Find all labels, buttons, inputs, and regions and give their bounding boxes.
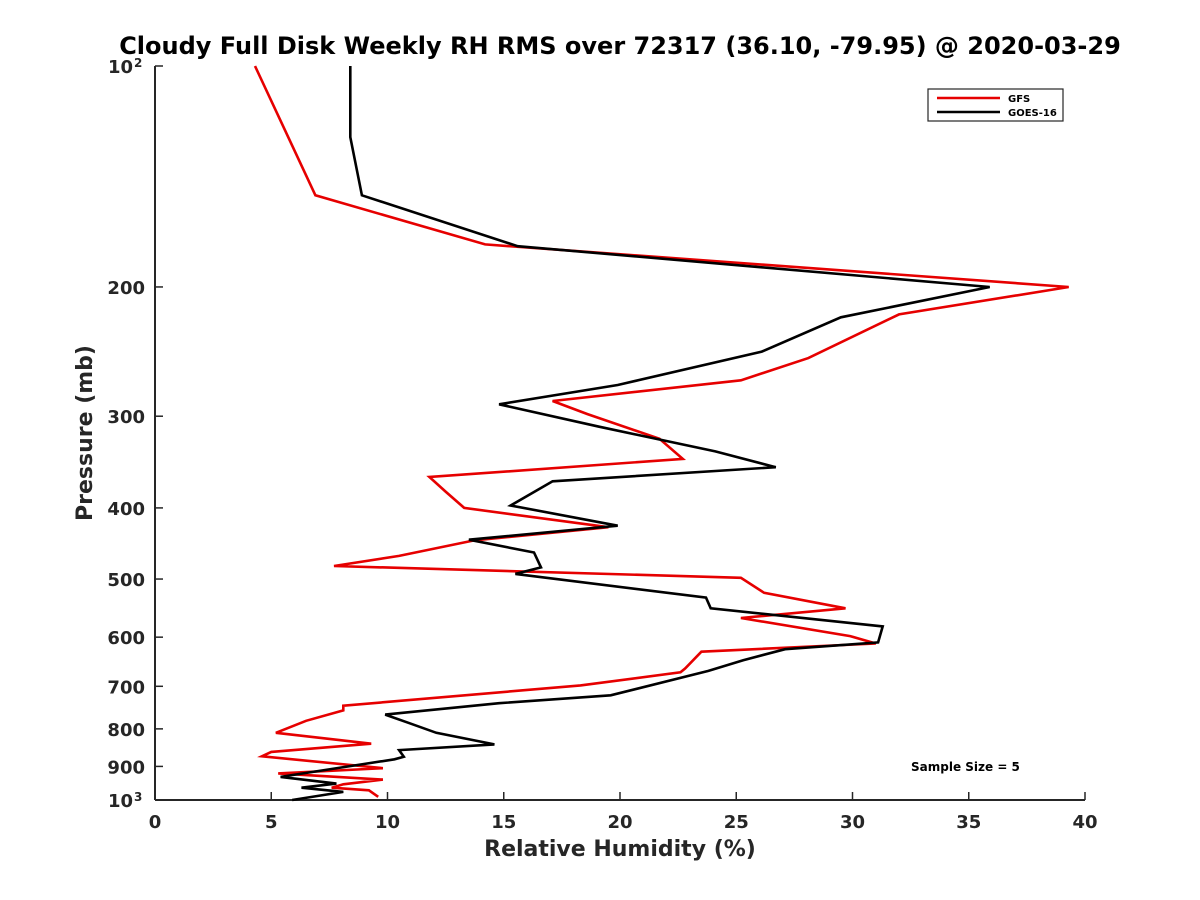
series-line-goes-16 [280,66,990,802]
x-axis-ticks: 0 5 10 15 20 25 30 35 40 [149,792,1098,833]
legend-label: GOES-16 [1008,108,1057,119]
legend: GFS GOES-16 [927,88,1064,122]
series-lines [253,65,1069,802]
x-tick-label: 20 [607,812,632,833]
series-line-gfs [253,65,1069,798]
y-tick-exponent: 3 [134,790,142,804]
y-tick-label: 300 [107,407,145,428]
y-tick-label: 10 [108,791,133,812]
y-tick-label: 400 [107,499,145,520]
legend-label: GFS [1008,94,1030,105]
x-tick-label: 0 [149,812,162,833]
legend-box [927,88,1064,122]
sample-size-annotation: Sample Size = 5 [911,760,1020,774]
x-tick-label: 5 [265,812,278,833]
y-axis-label: Pressure (mb) [73,345,98,521]
y-tick-label: 200 [107,278,145,299]
x-tick-label: 10 [375,812,400,833]
y-tick-label: 700 [107,677,145,698]
x-tick-label: 15 [491,812,516,833]
y-tick-label: 500 [107,570,145,591]
y-tick-label: 900 [107,757,145,778]
plot-axes [154,66,1085,801]
chart-title: Cloudy Full Disk Weekly RH RMS over 7231… [119,32,1121,60]
x-axis-label: Relative Humidity (%) [484,837,756,862]
x-tick-label: 25 [724,812,749,833]
y-tick-exponent: 2 [134,56,142,70]
x-tick-label: 40 [1072,812,1097,833]
x-tick-label: 35 [956,812,981,833]
y-tick-label: 600 [107,628,145,649]
y-tick-label: 800 [107,720,145,741]
y-tick-label: 10 [108,57,133,78]
x-tick-label: 30 [840,812,865,833]
